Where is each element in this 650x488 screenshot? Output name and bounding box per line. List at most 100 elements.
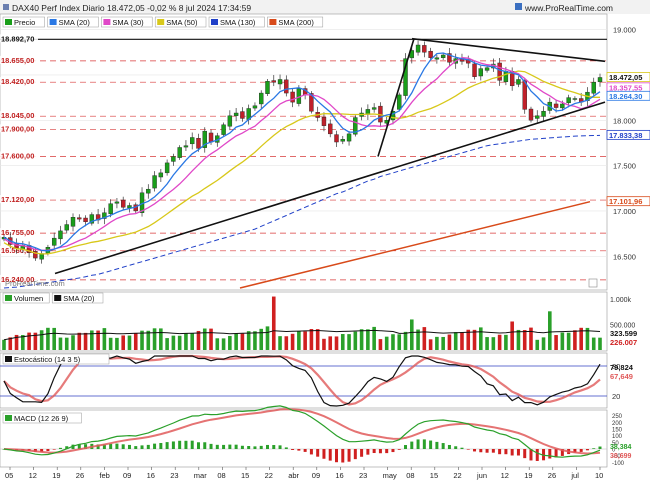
price-panel-close-icon[interactable] (588, 278, 598, 288)
candle-body (309, 93, 314, 112)
macd-y-tick-label: -50 (612, 454, 621, 460)
volume-sma-line (3, 329, 601, 341)
price-level-label: 18.655,00 (1, 56, 34, 65)
legend-swatch (5, 295, 12, 301)
volume-bar (253, 331, 257, 350)
macd-histogram-bar (473, 449, 477, 452)
price-level-label: 16.560,00 (1, 246, 34, 255)
macd-y-tick-label: 50 (612, 441, 619, 447)
macd-histogram-bar (516, 449, 520, 456)
volume-bar (391, 334, 395, 350)
macd-histogram-bar (222, 444, 226, 449)
macd-histogram-bar (560, 449, 564, 456)
volume-bar (108, 337, 113, 350)
volume-bar (246, 331, 251, 350)
legend-swatch (157, 19, 165, 25)
volume-bar (209, 328, 213, 350)
candle-body (484, 67, 490, 71)
volume-bar (497, 334, 502, 350)
x-tick-label: 09 (123, 471, 131, 480)
volume-legend: Volumen SMA (20) (2, 292, 104, 304)
macd-histogram-bar (335, 449, 339, 463)
volume-bar (64, 337, 69, 350)
macd-histogram-bar (153, 443, 157, 449)
macd-y-tick-label: 250 (612, 414, 623, 420)
macd-histogram-bar (184, 440, 188, 449)
volume-bar (554, 335, 558, 350)
stochastic-y-tick-label: 20 (612, 392, 620, 401)
volume-bar (33, 332, 38, 350)
candle-body (340, 139, 345, 142)
volume-bar (403, 331, 408, 350)
candle-body (284, 79, 289, 94)
volume-bar (271, 296, 276, 350)
candle-body (422, 45, 427, 53)
x-tick-label: 26 (76, 471, 84, 480)
volume-bar (39, 330, 44, 350)
macd-histogram-bar (491, 449, 495, 453)
legend-label: SMA (200) (278, 18, 314, 27)
candle-body (566, 97, 571, 104)
volume-bar (303, 331, 307, 350)
volume-bar (585, 327, 590, 350)
price-trendlines (54, 37, 606, 275)
x-tick-label: 16 (335, 471, 343, 480)
price-level-bg (0, 34, 38, 43)
price-y-tick-label: 16.500 (613, 252, 636, 261)
sma50-line (3, 70, 600, 255)
candle-body (403, 58, 408, 96)
legend-item-box (2, 16, 45, 28)
volume-bar (259, 328, 264, 350)
volume-bar (146, 330, 151, 350)
volume-bar (422, 327, 427, 350)
trendline (377, 38, 415, 157)
volume-bar (2, 339, 6, 350)
candle-body (440, 54, 446, 58)
volume-bar (8, 337, 13, 350)
legend-item-box (2, 353, 110, 365)
volume-bar (428, 339, 433, 350)
header-url[interactable]: www.ProRealTime.com (524, 3, 613, 13)
candle-body (334, 134, 339, 143)
candle-body (33, 250, 38, 259)
volume-bar (234, 333, 238, 350)
candle-body (120, 199, 126, 208)
volume-bar (504, 334, 508, 350)
candle-body (183, 145, 189, 148)
macd-histogram-bar (347, 449, 351, 462)
volume-bar (447, 334, 452, 350)
x-tick-label: 19 (524, 471, 532, 480)
volume-bar (529, 327, 533, 350)
macd-histogram-bar (429, 440, 433, 449)
macd-histogram-bar (441, 443, 445, 449)
legend-label: SMA (20) (59, 18, 91, 27)
trendline (411, 37, 606, 63)
candle-body (290, 91, 295, 103)
price-y-tick-label: 17.000 (613, 207, 636, 216)
volume-bars (2, 296, 602, 350)
candle-body (108, 203, 113, 215)
x-tick-label: 09 (312, 471, 320, 480)
macd-histogram-bar (165, 442, 169, 449)
volume-bar (453, 332, 458, 350)
volume-bar (516, 329, 521, 350)
volume-bar (378, 339, 383, 350)
price-panel (0, 13, 608, 291)
macd-histogram-bar (322, 449, 326, 459)
volume-bar (541, 337, 546, 350)
candle-body (328, 123, 333, 135)
chart-title: DAX40 Perf Index Diario 18.472,05 -0,02 … (12, 3, 251, 13)
legend-item-box (2, 412, 82, 424)
volume-bar (278, 336, 282, 350)
macd-histogram-bar (265, 444, 269, 449)
macd-histogram-bar (303, 449, 307, 452)
volume-bar (77, 332, 82, 350)
x-tick-label: 08 (406, 471, 414, 480)
candle-body (503, 71, 509, 83)
header-flag-icon (3, 4, 9, 10)
macd-histogram-bar (40, 449, 44, 452)
stochastic-right-label: 67,649 (610, 372, 633, 381)
volume-bar (265, 326, 270, 350)
